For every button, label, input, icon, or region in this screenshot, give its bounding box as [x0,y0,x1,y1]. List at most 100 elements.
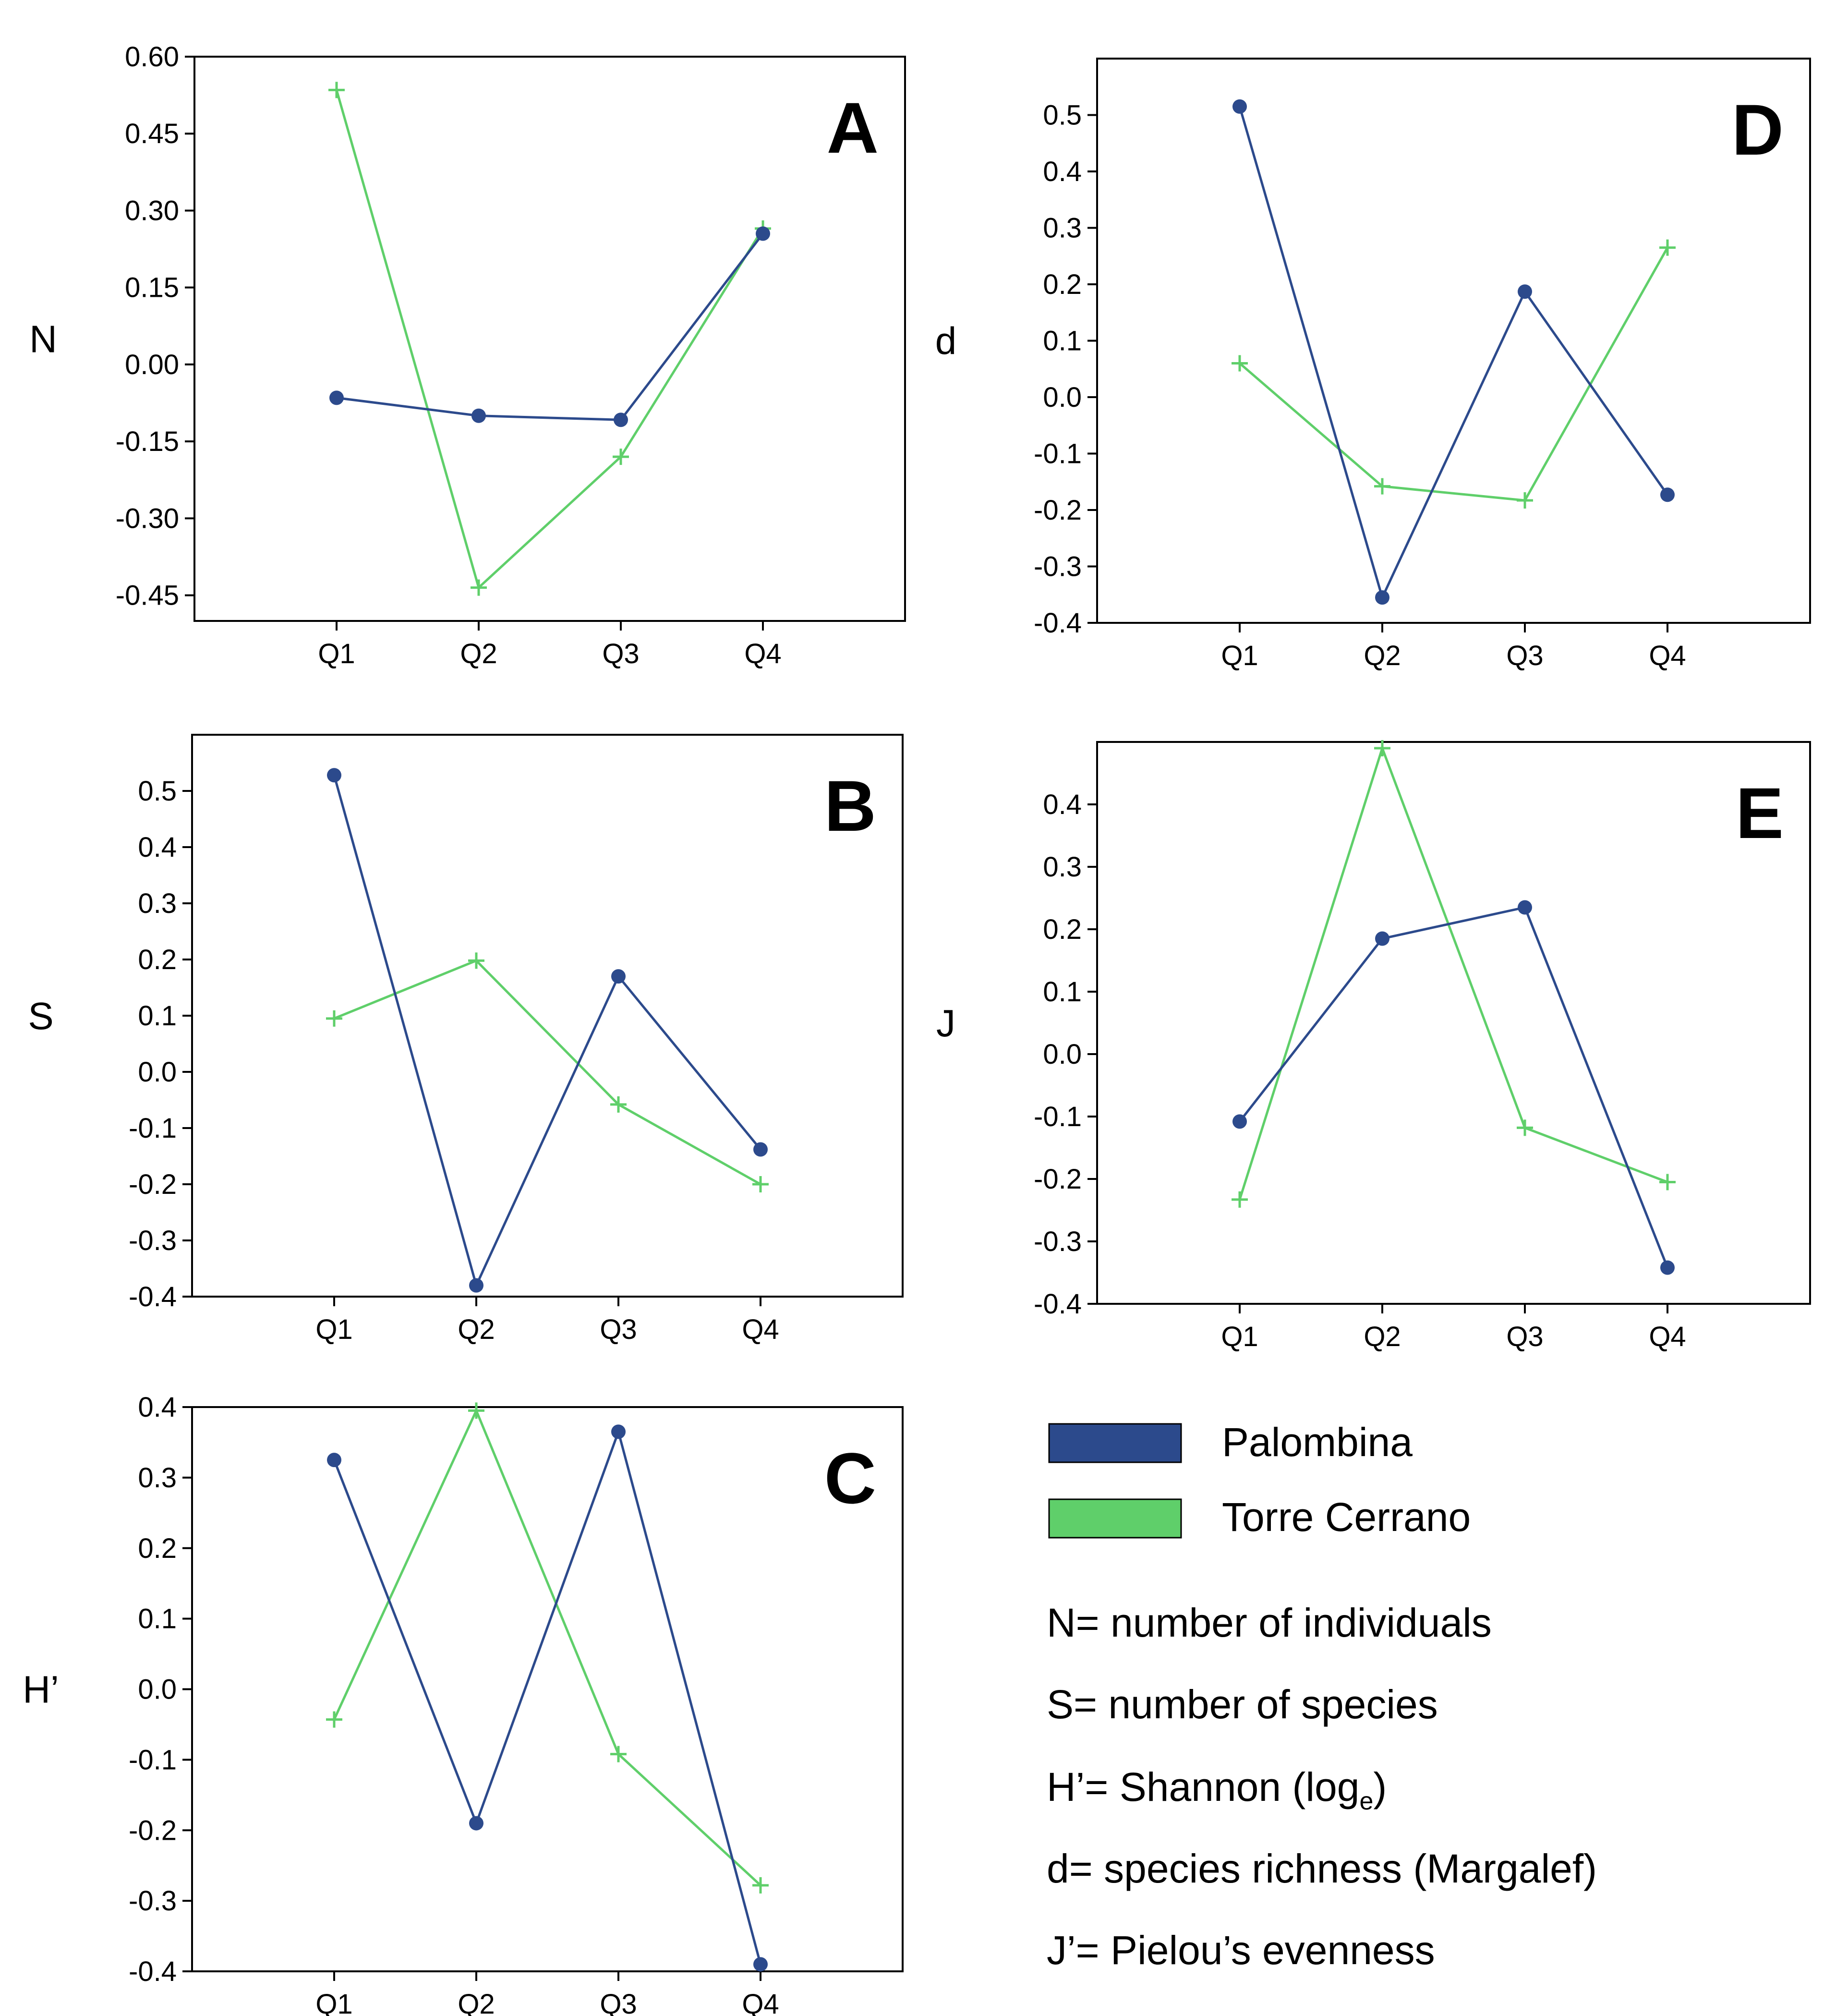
series-palombina [1232,900,1675,1275]
x-tick-label: Q4 [742,1989,779,2016]
x-tick-label: Q4 [744,638,781,669]
definition-h-prefix: H’= Shannon (log [1047,1764,1359,1810]
data-point-palombina [1518,900,1532,915]
data-point-palombina [756,226,770,241]
y-tick-label: 0.4 [1043,789,1082,820]
data-point-palombina [329,390,344,405]
x-tick-label: Q3 [600,1314,637,1345]
data-point-palombina [1232,99,1247,114]
series-torre-cerrano [1232,740,1676,1208]
x-tick-label: Q1 [1221,1321,1258,1352]
legend: Palombina Torre Cerrano [1048,1420,1471,1540]
series-line-torre-cerrano [333,1408,761,1886]
y-tick-label: 0.5 [1043,100,1082,131]
data-point-torre-cerrano [1374,740,1390,756]
series-torre-cerrano [326,1402,769,1894]
plot-frame [193,56,906,622]
y-axis-label: J [936,1002,955,1044]
x-tick-label: Q3 [1506,1321,1543,1352]
chart-panels: 0.60 0.45 0.30 0.15 0.00 -0.15 -0.30 -0.45 Q1 Q2 Q… [23,41,1811,2016]
y-tick-label: 0.4 [138,1392,177,1423]
plot-frame [1096,58,1811,624]
y-tick-label: 0.00 [125,349,179,380]
data-point-palombina [753,1142,768,1157]
definition-h: H’= Shannon (loge) [1047,1764,1387,1815]
data-point-palombina [1660,1260,1675,1275]
data-point-palombina [327,768,341,783]
x-tick-label: Q2 [1364,1321,1401,1352]
y-tick-label: -0.4 [129,1956,177,1987]
panel-letter: D [1732,89,1784,170]
data-point-palombina [611,1424,626,1439]
series-palombina [1232,99,1675,605]
x-tick-label: Q1 [315,1314,352,1345]
definition-d: d= species richness (Margalef) [1047,1846,1597,1891]
panel-letter: A [827,87,879,168]
y-tick-label: 0.45 [125,118,179,149]
data-point-torre-cerrano [468,1402,484,1419]
legend-swatch-palombina [1048,1423,1182,1463]
x-tick-label: Q4 [1649,1321,1686,1352]
y-tick-label: 0.30 [125,195,179,226]
data-point-palombina [1660,487,1675,502]
data-point-torre-cerrano [1232,355,1248,372]
x-tick-label: Q2 [1364,640,1401,671]
x-tick-label: Q3 [1506,640,1543,671]
y-tick-label: 0.4 [1043,156,1082,187]
y-tick-label: 0.2 [1043,914,1082,945]
data-point-palombina [753,1957,768,1972]
y-tick-label: -0.4 [1034,1288,1082,1320]
panel-letter: B [824,765,876,846]
x-tick-label: Q1 [318,638,355,669]
y-tick-label: 0.3 [138,1462,177,1494]
data-point-palombina [1518,284,1532,299]
series-palombina [327,768,768,1293]
y-tick-label: 0.2 [138,1533,177,1564]
data-point-torre-cerrano [471,579,487,596]
y-tick-label: -0.3 [1034,1226,1082,1257]
y-axis-label: N [29,318,57,361]
series-line-palombina [336,233,764,421]
plot-frame [1096,741,1811,1305]
data-point-torre-cerrano [1374,478,1390,495]
series-palombina [329,226,770,427]
y-tick-label: 0.60 [125,41,179,73]
y-tick-label: -0.45 [116,580,179,611]
x-tick-label: Q2 [458,1989,495,2016]
chart-panel-a: 0.60 0.45 0.30 0.15 0.00 -0.15 -0.30 -0.45 Q1 Q2 Q… [29,41,906,669]
chart-panel-e: 0.4 0.3 0.2 0.1 0.0 -0.1 -0.2 -0.3 -0.4 Q1 Q2 Q3 Q4 J… [936,740,1811,1352]
y-tick-label: -0.3 [1034,551,1082,583]
series-torre-cerrano [1232,239,1676,509]
series-line-torre-cerrano [1239,247,1669,502]
data-point-palombina [327,1453,341,1468]
series-torre-cerrano [328,82,771,596]
y-tick-label: -0.1 [1034,1101,1082,1132]
y-tick-label: -0.15 [116,426,179,457]
y-tick-label: -0.30 [116,503,179,534]
definition-h-suffix: ) [1373,1764,1387,1810]
y-axis-label: S [28,995,53,1037]
data-point-palombina [1232,1114,1247,1129]
y-tick-label: -0.3 [129,1225,177,1256]
data-point-torre-cerrano [613,449,629,465]
series-line-palombina [1238,106,1669,601]
y-tick-label: 0.5 [138,776,177,807]
series-line-torre-cerrano [335,89,764,590]
legend-item-palombina: Palombina [1048,1420,1413,1465]
series-line-palombina [333,1428,762,1965]
y-tick-label: -0.1 [129,1744,177,1775]
data-point-torre-cerrano [610,1096,627,1113]
legend-item-torre-cerrano: Torre Cerrano [1048,1494,1471,1540]
x-tick-label: Q2 [460,638,497,669]
y-tick-label: 0.0 [1043,382,1082,413]
data-point-palombina [471,408,486,423]
chart-panel-c: 0.4 0.3 0.2 0.1 0.0 -0.1 -0.2 -0.3 -0.4 Q1 Q2 Q3 Q4 H… [23,1392,904,2016]
y-tick-label: -0.2 [1034,1164,1082,1195]
data-point-palombina [469,1816,483,1831]
data-point-palombina [469,1278,483,1293]
y-tick-label: -0.2 [1034,495,1082,526]
legend-label-torre-cerrano: Torre Cerrano [1222,1494,1471,1540]
data-point-palombina [1375,590,1389,605]
y-axis-label: H’ [23,1668,59,1711]
series-torre-cerrano [326,952,769,1192]
